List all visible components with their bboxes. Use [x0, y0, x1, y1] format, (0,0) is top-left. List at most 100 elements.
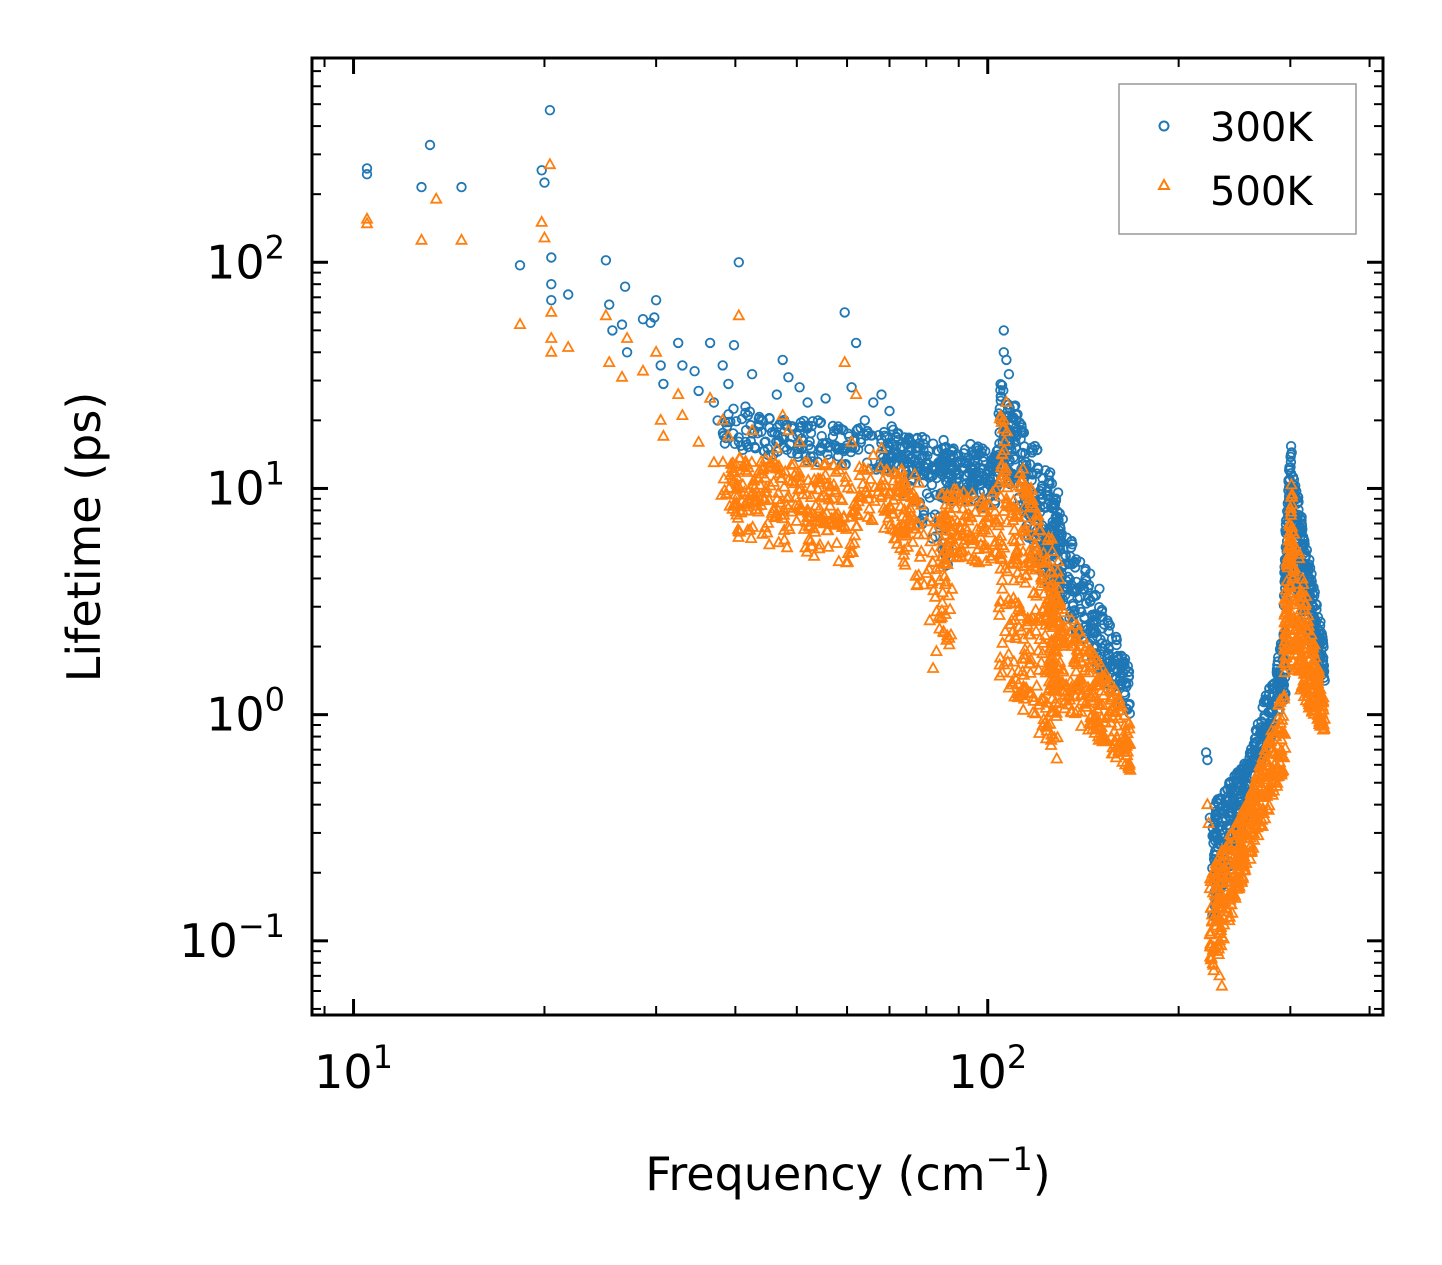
- data-point-300k: [1061, 532, 1073, 543]
- data-point-500k: [1316, 702, 1330, 715]
- data-point-500k: [1071, 624, 1086, 637]
- data-point-500k: [826, 458, 841, 470]
- data-point-500k: [1068, 682, 1082, 694]
- data-point-300k: [888, 424, 899, 436]
- data-point-500k: [917, 527, 931, 540]
- data-point-500k: [1216, 867, 1230, 880]
- data-point-500k: [912, 568, 926, 580]
- data-point-300k: [1070, 554, 1082, 565]
- data-point-500k: [899, 511, 913, 524]
- data-point-300k: [1107, 664, 1119, 676]
- data-point-300k: [1081, 598, 1092, 609]
- data-point-500k: [1020, 617, 1034, 630]
- data-point-500k: [824, 479, 838, 492]
- data-point-500k: [1019, 527, 1033, 540]
- data-point-300k: [815, 445, 826, 457]
- data-point-300k: [1202, 754, 1213, 766]
- data-point-500k: [537, 230, 552, 243]
- data-point-500k: [911, 577, 925, 589]
- data-point-300k: [1065, 551, 1076, 562]
- data-point-500k: [977, 541, 991, 554]
- data-point-300k: [926, 479, 938, 491]
- data-point-500k: [1118, 730, 1132, 742]
- data-point-500k: [1089, 674, 1103, 687]
- data-point-500k: [883, 486, 897, 499]
- data-point-500k: [599, 308, 613, 321]
- data-point-300k: [1018, 458, 1029, 470]
- data-point-500k: [1001, 654, 1015, 667]
- data-point-500k: [741, 523, 755, 535]
- data-point-500k: [929, 562, 943, 574]
- data-point-500k: [962, 529, 976, 541]
- data-point-500k: [1035, 646, 1050, 659]
- y-axis-label: Lifetime (ps): [57, 392, 111, 683]
- data-point-300k: [987, 484, 998, 495]
- data-point-300k: [1044, 475, 1055, 486]
- data-point-500k: [1277, 691, 1291, 704]
- data-point-500k: [998, 624, 1012, 636]
- data-point-300k: [948, 451, 959, 462]
- data-point-300k: [1212, 794, 1224, 805]
- data-point-500k: [965, 552, 979, 565]
- data-point-500k: [1242, 798, 1257, 811]
- data-point-500k: [968, 504, 982, 517]
- data-point-300k: [1045, 500, 1057, 511]
- data-point-300k: [1315, 626, 1326, 637]
- data-point-300k: [1215, 808, 1227, 819]
- data-point-500k: [1036, 635, 1051, 648]
- data-point-500k: [996, 421, 1010, 434]
- data-point-500k: [1023, 543, 1037, 556]
- data-point-500k: [958, 532, 972, 545]
- data-point-500k: [971, 542, 985, 554]
- data-point-500k: [1222, 913, 1236, 926]
- data-point-300k: [600, 255, 612, 266]
- data-point-500k: [1044, 727, 1058, 740]
- data-point-500k: [1098, 715, 1113, 727]
- data-point-500k: [753, 477, 767, 490]
- data-point-500k: [1041, 533, 1055, 546]
- data-point-300k: [1285, 451, 1296, 463]
- series-500k: [360, 157, 1332, 991]
- data-point-500k: [938, 523, 952, 536]
- data-point-500k: [1058, 693, 1072, 706]
- data-point-300k: [940, 476, 952, 487]
- data-point-500k: [1033, 579, 1048, 591]
- data-point-500k: [821, 540, 835, 552]
- data-point-500k: [1016, 664, 1030, 677]
- data-point-500k: [1046, 620, 1060, 632]
- data-point-500k: [1029, 560, 1043, 573]
- data-point-500k: [1029, 602, 1043, 615]
- data-point-300k: [1241, 773, 1252, 784]
- data-point-500k: [1236, 871, 1250, 884]
- data-point-300k: [1103, 618, 1114, 629]
- data-point-300k: [1120, 677, 1131, 688]
- data-point-500k: [360, 211, 374, 224]
- data-point-500k: [858, 463, 872, 475]
- data-point-500k: [1104, 690, 1118, 703]
- data-point-500k: [997, 443, 1011, 456]
- data-point-300k: [1121, 681, 1132, 692]
- data-point-500k: [1272, 697, 1286, 710]
- data-point-500k: [774, 507, 788, 520]
- data-point-300k: [812, 415, 824, 426]
- data-point-300k: [604, 299, 615, 310]
- legend-marker-500k: [1157, 177, 1171, 190]
- data-point-500k: [897, 524, 911, 537]
- data-point-500k: [1034, 655, 1048, 668]
- data-point-500k: [862, 501, 876, 514]
- data-point-300k: [677, 360, 688, 371]
- data-point-300k: [424, 139, 436, 151]
- data-point-500k: [1284, 507, 1298, 520]
- data-point-500k: [1097, 688, 1111, 701]
- data-point-500k: [1018, 681, 1032, 694]
- data-point-500k: [926, 583, 941, 596]
- data-point-500k: [1033, 694, 1047, 706]
- data-point-500k: [782, 489, 796, 502]
- data-point-500k: [909, 569, 923, 581]
- data-point-500k: [1236, 840, 1250, 853]
- data-point-500k: [1027, 585, 1041, 598]
- data-point-300k: [1264, 683, 1275, 694]
- data-point-500k: [1225, 828, 1239, 841]
- data-point-500k: [913, 549, 927, 562]
- data-point-500k: [839, 522, 853, 534]
